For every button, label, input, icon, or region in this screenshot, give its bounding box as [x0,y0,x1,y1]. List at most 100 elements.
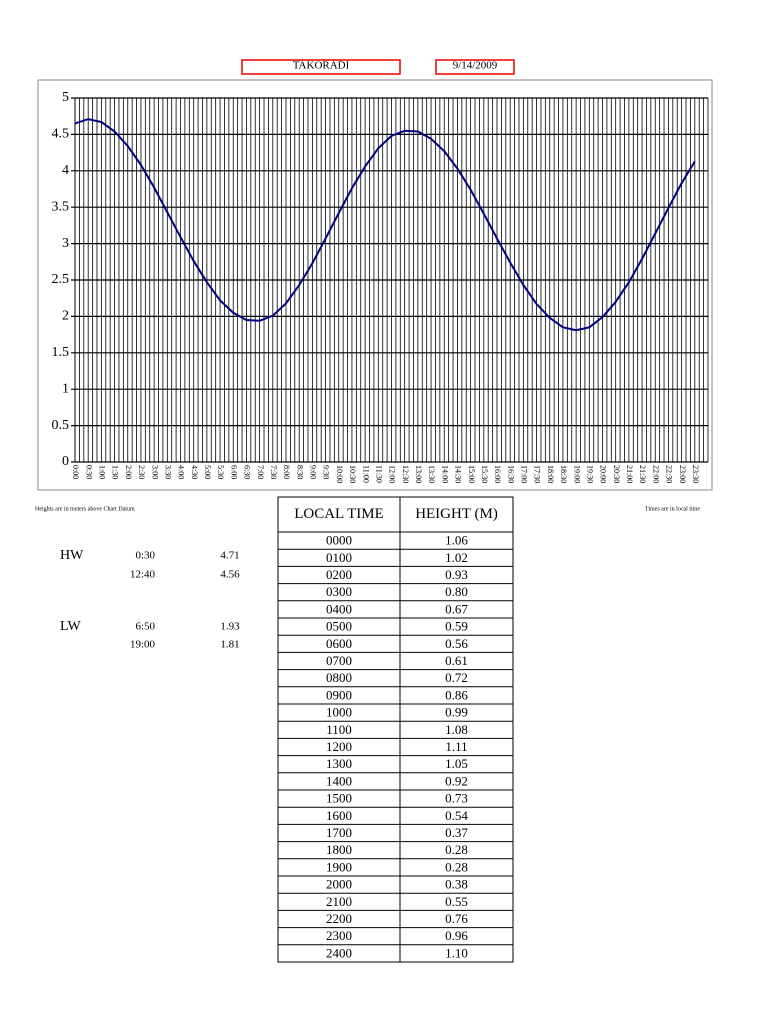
tide-height: 4.71 [220,550,239,562]
x-tick-label: 3:00 [150,465,159,479]
x-tick-label: 22:00 [651,465,660,483]
x-tick-label: 4:00 [177,465,186,479]
tide-time: 19:00 [130,639,156,651]
x-tick-label: 7:30 [269,465,278,479]
y-tick-label: 4 [62,163,69,178]
date: 9/14/2009 [453,60,498,72]
x-tick-label: 1:00 [98,465,107,479]
table-cell: 1100 [326,722,352,737]
x-tick-label: 9:00 [309,465,318,479]
tide-time: 0:30 [135,550,155,562]
x-tick-label: 14:30 [454,465,463,483]
note-right: Times are in local time [645,506,700,512]
table-cell: 1.02 [445,550,468,565]
table-cell: 0.92 [445,773,468,788]
table-cell: 0.61 [445,653,468,668]
x-tick-label: 23:00 [678,465,687,483]
x-tick-label: 9:30 [322,465,331,479]
table-cell: 0.59 [445,619,468,634]
x-tick-label: 4:30 [190,465,199,479]
x-tick-label: 0:00 [71,465,80,479]
table-cell: 0.80 [445,584,468,599]
x-tick-label: 0:30 [84,465,93,479]
date-box [435,59,515,75]
table-cell: 1500 [326,791,352,806]
x-tick-label: 10:00 [335,465,344,483]
table-cell: 0300 [326,584,352,599]
y-tick-label: 1.5 [52,345,70,360]
table-cell: 0200 [326,567,352,582]
x-tick-label: 5:00 [203,465,212,479]
x-tick-label: 16:00 [493,465,502,483]
table-cell: 0600 [326,636,352,651]
table-cell: 1400 [326,773,352,788]
table-cell: 1000 [326,705,352,720]
x-tick-label: 19:00 [572,465,581,483]
x-tick-label: 12:30 [401,465,410,483]
x-tick-label: 16:30 [506,465,515,483]
table-cell: 2000 [326,877,352,892]
table-cell: 0.38 [445,877,468,892]
table-cell: 1.06 [445,533,468,548]
x-tick-label: 8:30 [295,465,304,479]
x-tick-label: 18:30 [559,465,568,483]
y-tick-label: 3.5 [52,199,70,214]
x-tick-label: 1:30 [111,465,120,479]
table-cell: 0.73 [445,791,468,806]
table-cell: 0500 [326,619,352,634]
table-header: LOCAL TIME [294,506,384,522]
x-tick-label: 22:30 [665,465,674,483]
table-cell: 2100 [326,894,352,909]
table-cell: 0100 [326,550,352,565]
table-cell: 0.56 [445,636,468,651]
table-cell: 2200 [326,911,352,926]
table-cell: 1.08 [445,722,468,737]
table-cell: 1.10 [445,945,468,960]
y-tick-label: 1 [62,381,69,396]
table-cell: 1300 [326,756,352,771]
chart-border [37,79,713,491]
x-tick-label: 21:30 [638,465,647,483]
table-cell: 0.28 [445,859,468,874]
table-cell: 0.67 [445,601,468,616]
x-tick-label: 3:30 [163,465,172,479]
x-tick-label: 15:00 [467,465,476,483]
x-tick-label: 17:00 [520,465,529,483]
x-tick-label: 6:30 [243,465,252,479]
table-cell: 0400 [326,601,352,616]
x-tick-label: 7:00 [256,465,265,479]
table-cell: 0.72 [445,670,468,685]
x-tick-label: 20:30 [612,465,621,483]
tide-time: 12:40 [130,569,156,581]
station: TAKORADI [293,60,350,72]
x-tick-label: 18:00 [546,465,555,483]
y-tick-label: 2.5 [52,272,70,287]
tide-type: LW [60,619,82,634]
table-cell: 0.99 [445,705,468,720]
x-tick-label: 11:30 [374,465,383,483]
y-tick-label: 3 [62,236,69,251]
station-box [241,59,401,75]
note-left: Heights are in meters above Chart Datum [35,506,135,512]
table-header: HEIGHT (M) [415,506,498,522]
x-tick-label: 15:30 [480,465,489,483]
y-tick-label: 0 [62,454,69,469]
x-tick-label: 21:00 [625,465,634,483]
table-cell: 0.76 [445,911,468,926]
table-cell: 1.11 [445,739,467,754]
table-cell: 0000 [326,533,352,548]
x-tick-label: 10:30 [348,465,357,483]
y-tick-label: 2 [62,309,69,324]
x-tick-label: 20:00 [599,465,608,483]
table-cell: 1200 [326,739,352,754]
table-cell: 0.28 [445,842,468,857]
table-cell: 1800 [326,842,352,857]
x-tick-label: 19:30 [585,465,594,483]
tide-height: 1.93 [220,621,240,633]
table-cell: 0.93 [445,567,468,582]
table-cell: 1.05 [445,756,468,771]
y-tick-label: 4.5 [52,127,70,142]
tide-time: 6:50 [135,621,155,633]
table-cell: 0.86 [445,687,468,702]
